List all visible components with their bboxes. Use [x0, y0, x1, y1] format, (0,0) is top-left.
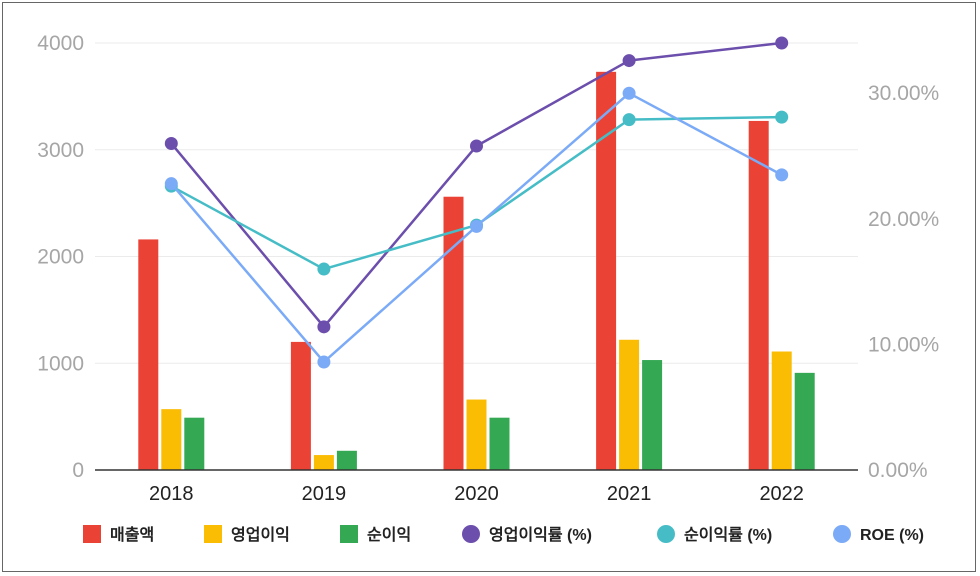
- line-point-0-2: [470, 139, 483, 153]
- legend-label-0: 매출액: [110, 525, 154, 544]
- legend-swatch-2: [340, 525, 358, 543]
- bar-2-3: [642, 360, 663, 470]
- y-right-tick-label: 30.00%: [868, 82, 939, 105]
- legend-swatch-0: [83, 525, 101, 543]
- line-point-0-0: [164, 136, 178, 150]
- bar-0-1: [290, 341, 311, 470]
- x-tick-label: 2020: [454, 483, 499, 505]
- bar-2-0: [184, 417, 205, 470]
- line-point-0-3: [622, 54, 636, 68]
- bar-1-2: [466, 399, 487, 470]
- bar-0-4: [748, 120, 769, 471]
- line-point-2-2: [470, 219, 483, 233]
- lines-layer: [164, 36, 789, 369]
- gridlines: [95, 42, 858, 364]
- axes-layer: 0 1000 2000 3000 4000 0.00% 10.00% 20.00% 30.00%…: [37, 32, 939, 505]
- bar-0-2: [443, 196, 464, 470]
- y-left-tick-label: 0: [72, 459, 84, 482]
- y-right-tick-label: 10.00%: [868, 333, 939, 356]
- legend-swatch-5: [833, 525, 851, 543]
- line-point-0-1: [317, 320, 331, 334]
- x-tick-label: 2021: [607, 483, 652, 505]
- line-point-2-1: [317, 355, 331, 369]
- line-point-2-3: [622, 86, 636, 100]
- legend-swatch-3: [462, 525, 480, 543]
- y-left-tick-label: 2000: [37, 246, 84, 269]
- bar-1-1: [313, 455, 334, 470]
- line-point-0-4: [775, 36, 789, 50]
- legend-label-2: 순이익: [367, 525, 411, 544]
- y-left-tick-label: 1000: [37, 352, 84, 375]
- line-point-2-4: [775, 168, 789, 182]
- legend-label-4: 순이익률 (%): [684, 525, 772, 544]
- bars-layer: [138, 71, 815, 471]
- x-tick-label: 2019: [302, 483, 347, 505]
- line-series-0: [170, 41, 782, 329]
- legend-label-3: 영업이익률 (%): [489, 525, 592, 544]
- bar-2-2: [489, 417, 510, 470]
- legend-swatch-1: [204, 525, 222, 543]
- bar-0-3: [596, 71, 617, 470]
- legend-label-5: ROE (%): [860, 527, 924, 544]
- legend-label-1: 영업이익: [231, 525, 290, 544]
- line-point-1-1: [317, 262, 331, 276]
- bar-1-4: [771, 351, 792, 470]
- x-tick-label: 2018: [149, 483, 194, 505]
- bar-2-1: [336, 450, 357, 470]
- legend-swatch-4: [657, 525, 675, 543]
- y-left-tick-label: 3000: [37, 139, 84, 162]
- bar-0-0: [138, 239, 159, 470]
- x-tick-label: 2022: [759, 483, 804, 505]
- line-point-1-4: [775, 110, 789, 124]
- y-right-tick-label: 0.00%: [868, 459, 928, 482]
- bar-1-3: [619, 339, 640, 470]
- bar-2-4: [794, 372, 815, 470]
- legend: 매출액 영업이익 순이익 영업이익률 (%) 순이익률 (%) ROE (%): [83, 525, 924, 544]
- y-left-tick-label: 4000: [37, 32, 84, 55]
- y-right-tick-label: 20.00%: [868, 208, 939, 231]
- line-point-1-3: [622, 113, 636, 127]
- bar-1-0: [161, 409, 182, 470]
- line-point-2-0: [164, 177, 178, 191]
